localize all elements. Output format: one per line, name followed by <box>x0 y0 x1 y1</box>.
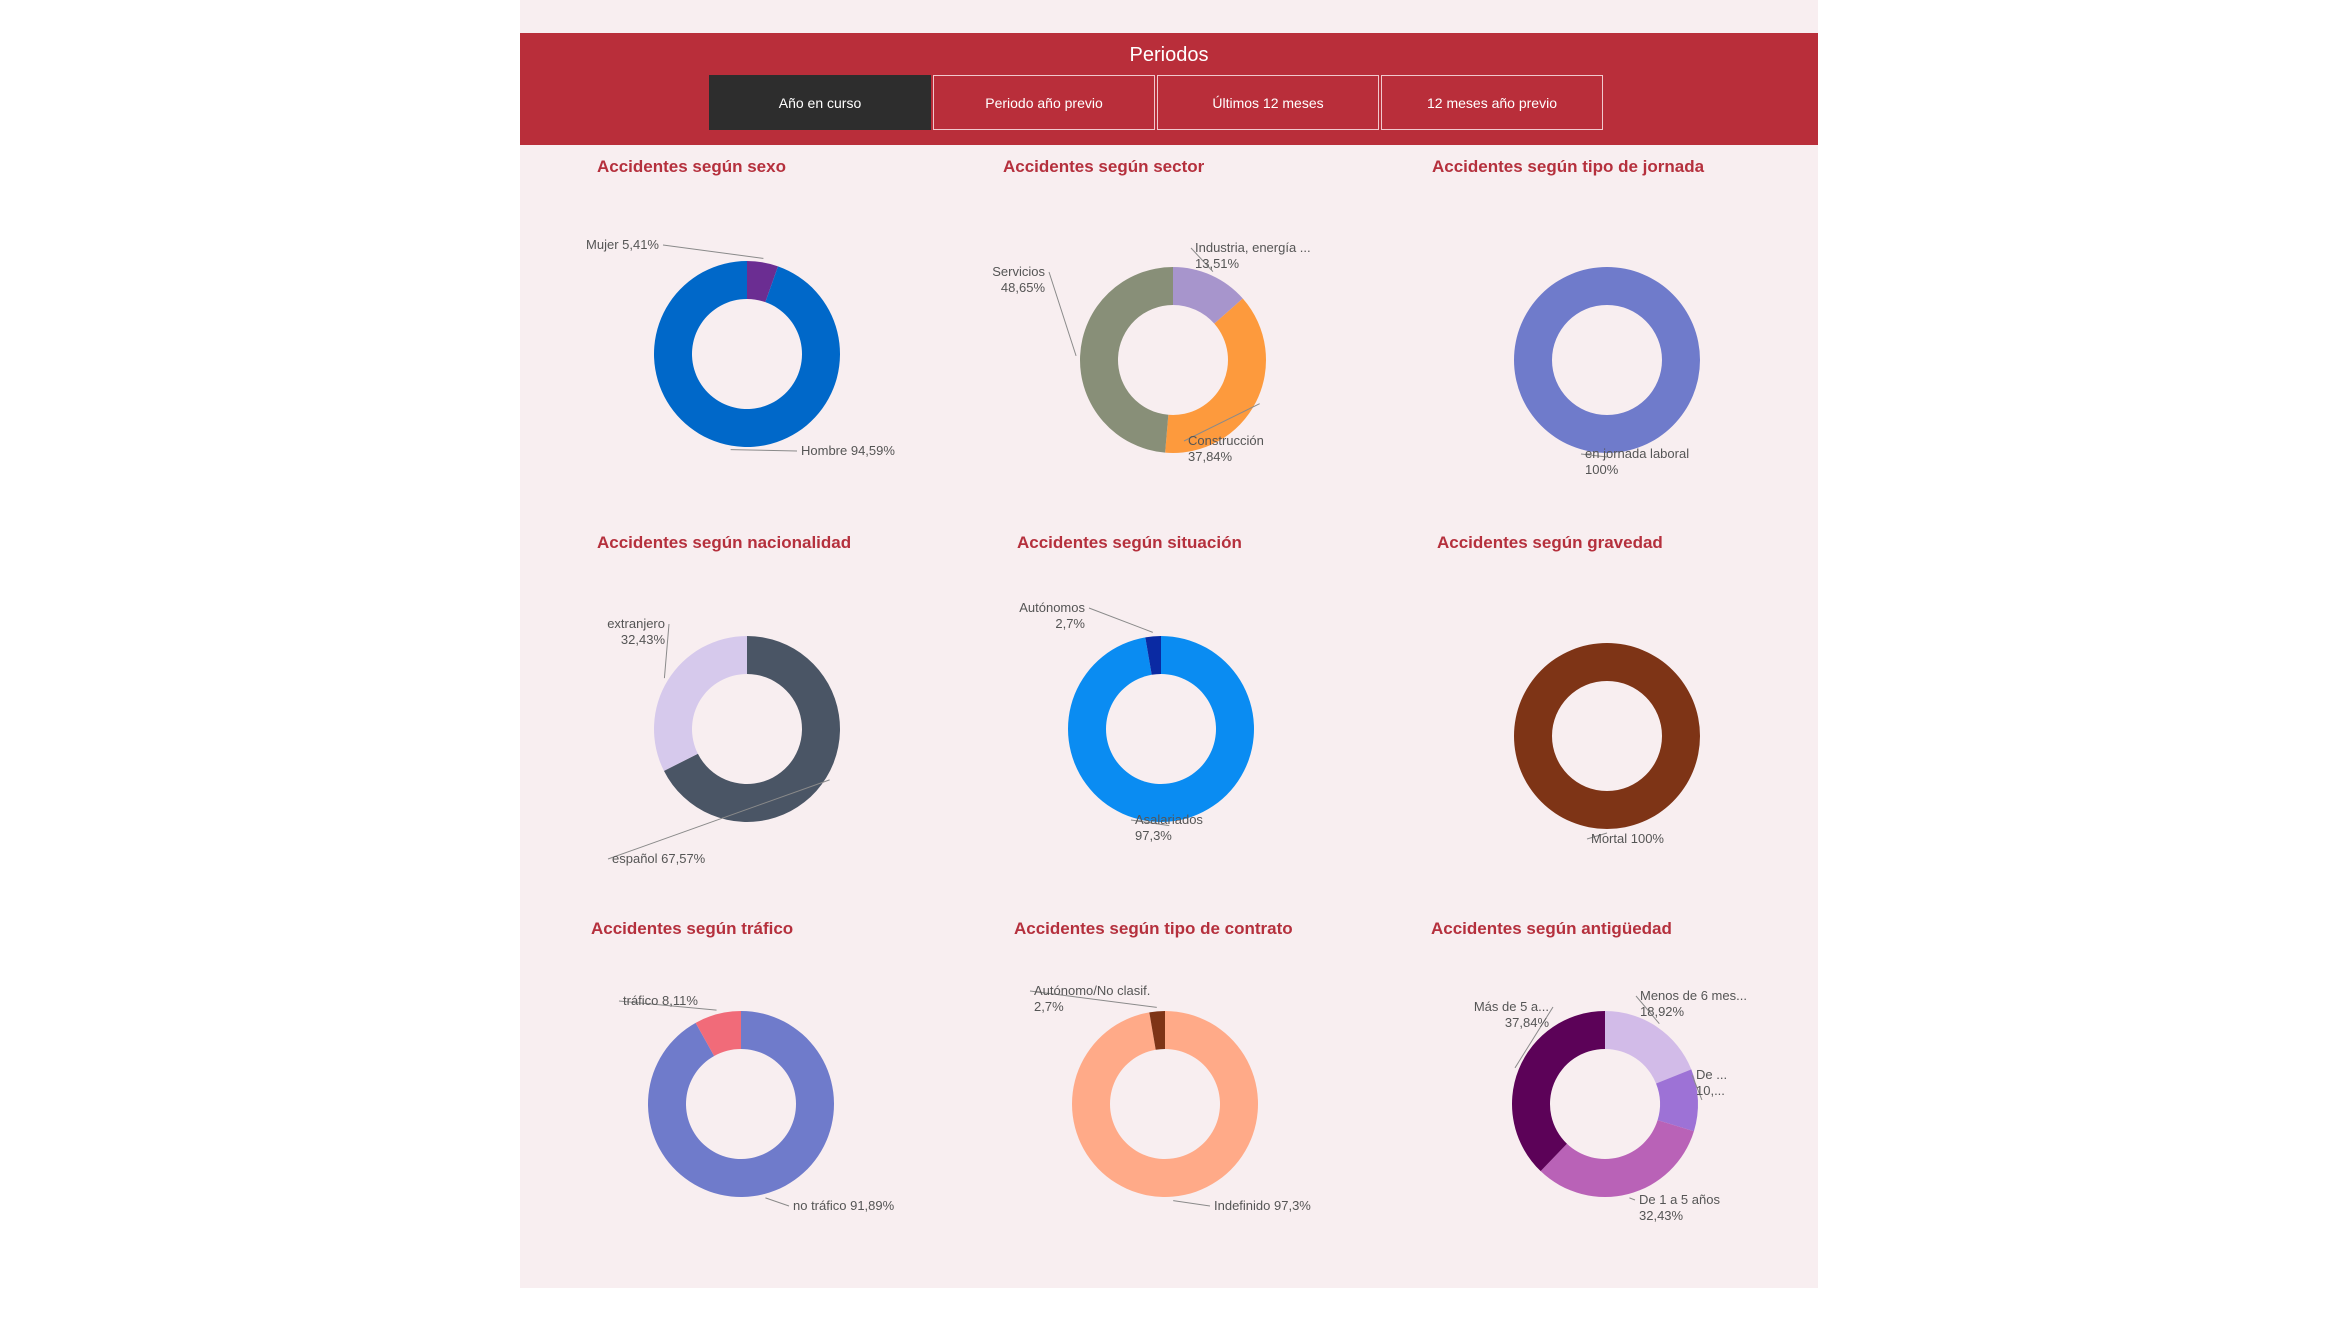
tab-ultimos-12-meses[interactable]: Últimos 12 meses <box>1157 75 1379 130</box>
donut-chart: Menos de 6 mes... 18,92% De ... 10,... De 1 … <box>1474 988 1747 1223</box>
data-label: Servicios 48,65% <box>992 264 1045 295</box>
leader-line <box>1629 1197 1636 1201</box>
data-label: Indefinido 97,3% <box>1214 1198 1311 1213</box>
slice-mortal[interactable] <box>1514 643 1700 829</box>
slice-no-trafico[interactable] <box>648 1011 834 1197</box>
slice-espanol[interactable] <box>663 636 840 822</box>
leader-line <box>662 244 764 259</box>
chart-nacionalidad: Accidentes según nacionalidad español 67… <box>597 533 1017 903</box>
chart-title: Accidentes según tráfico <box>591 919 794 938</box>
data-label: Autónomo/No clasif. 2,7% <box>1034 983 1150 1014</box>
donut-chart: español 67,57% extranjero 32,43% <box>607 616 840 866</box>
leader-line <box>1586 832 1608 840</box>
slice-menos-de-6-mes[interactable] <box>1605 1011 1692 1084</box>
slice-servicios[interactable] <box>1079 267 1173 453</box>
donut-chart: Mujer 5,41% Hombre 94,59% <box>586 237 895 458</box>
leader-line <box>1190 247 1214 272</box>
data-label: no tráfico 91,89% <box>793 1198 895 1213</box>
leader-line <box>1183 403 1260 442</box>
slice-en-jornada-laboral[interactable] <box>1514 267 1700 453</box>
data-label: De 1 a 5 años 32,43% <box>1639 1192 1720 1223</box>
chart-title: Accidentes según sexo <box>597 157 786 176</box>
leader-line <box>1580 453 1608 458</box>
leader-line <box>765 1197 790 1207</box>
chart-title: Accidentes según nacionalidad <box>597 533 852 552</box>
slice-trafico[interactable] <box>695 1011 741 1056</box>
leader-line <box>1514 1006 1554 1069</box>
data-label: Autónomos 2,7% <box>1019 600 1085 631</box>
slice-construccion[interactable] <box>1165 298 1266 454</box>
data-label: Mujer 5,41% <box>586 237 659 252</box>
chart-tipo-jornada: Accidentes según tipo de jornada en jorn… <box>1432 157 1852 527</box>
chart-trafico: Accidentes según tráfico no tráfico 91,8… <box>591 919 1011 1289</box>
leader-line <box>730 449 798 452</box>
data-label: español 67,57% <box>612 851 706 866</box>
slice-mas-de-5-a[interactable] <box>1512 1011 1605 1172</box>
leader-line <box>1635 995 1660 1024</box>
leader-line <box>1088 607 1153 633</box>
slice-mujer[interactable] <box>747 261 779 303</box>
slice-de[interactable] <box>1656 1069 1698 1132</box>
slice-hombre[interactable] <box>654 261 840 448</box>
tab-ano-en-curso[interactable]: Año en curso <box>709 75 931 130</box>
leader-line <box>1130 819 1170 827</box>
donut-chart: en jornada laboral 100% <box>1514 267 1700 477</box>
donut-chart: Industria, energía ... 13,51% Construcción… <box>992 240 1311 464</box>
donut-chart: no tráfico 91,89% tráfico 8,11% <box>618 993 895 1213</box>
data-label: De ... 10,... <box>1696 1067 1727 1098</box>
tab-periodo-ano-previo[interactable]: Periodo año previo <box>933 75 1155 130</box>
chart-gravedad: Accidentes según gravedad Mortal 100% <box>1437 533 1857 903</box>
data-label: Industria, energía ... 13,51% <box>1195 240 1311 271</box>
leader-line <box>1173 1200 1211 1207</box>
periods-header: Periodos Año en curso Periodo año previo… <box>520 33 1818 145</box>
slice-extranjero[interactable] <box>654 636 747 771</box>
slice-autonomo-no-clasif[interactable] <box>1149 1011 1165 1050</box>
data-label: en jornada laboral 100% <box>1585 446 1689 477</box>
period-tabs: Año en curso Periodo año previo Últimos … <box>709 75 1605 132</box>
data-label: Asalariados 97,3% <box>1135 812 1203 843</box>
chart-title: Accidentes según sector <box>1003 157 1205 176</box>
slice-autonomos[interactable] <box>1145 636 1161 675</box>
chart-title: Accidentes según situación <box>1017 533 1242 552</box>
report-canvas: Periodos Año en curso Periodo año previo… <box>520 0 1818 1288</box>
periods-title: Periodos <box>1129 44 1209 66</box>
data-label: Construcción 37,84% <box>1188 433 1264 464</box>
chart-antiguedad: Accidentes según antigüedad Menos de 6 m… <box>1431 919 1851 1289</box>
leader-line <box>618 1000 717 1011</box>
chart-sector: Accidentes según sector Industria, energ… <box>992 157 1423 527</box>
chart-title: Accidentes según antigüedad <box>1431 919 1672 938</box>
data-label: Hombre 94,59% <box>801 443 895 458</box>
data-label: Mortal 100% <box>1591 831 1664 846</box>
leader-line <box>1029 990 1157 1008</box>
chart-sexo: Accidentes según sexo Mujer 5,41% Hombre … <box>586 157 1017 527</box>
chart-title: Accidentes según gravedad <box>1437 533 1663 552</box>
leader-line <box>607 779 830 860</box>
data-label: Menos de 6 mes... 18,92% <box>1640 988 1747 1019</box>
slice-asalariados[interactable] <box>1068 636 1254 822</box>
leader-line <box>1691 1074 1703 1101</box>
donut-chart: Asalariados 97,3% Autónomos 2,7% <box>1019 600 1254 843</box>
donut-chart: Indefinido 97,3% Autónomo/No clasif. 2,7% <box>1029 983 1311 1213</box>
data-label: extranjero 32,43% <box>607 616 665 647</box>
leader-line <box>1048 271 1077 357</box>
data-label: tráfico 8,11% <box>623 993 698 1008</box>
chart-title: Accidentes según tipo de jornada <box>1432 157 1705 176</box>
slice-indefinido[interactable] <box>1072 1011 1258 1197</box>
slice-industria-energia[interactable] <box>1173 267 1243 324</box>
tab-12-meses-ano-previo[interactable]: 12 meses año previo <box>1381 75 1603 130</box>
leader-line <box>663 623 670 679</box>
slice-de-1-a-5-anos[interactable] <box>1540 1120 1694 1197</box>
donut-chart: Mortal 100% <box>1514 643 1700 846</box>
chart-situacion: Accidentes según situación Asalariados 97… <box>1017 533 1437 903</box>
chart-title: Accidentes según tipo de contrato <box>1014 919 1293 938</box>
data-label: Más de 5 a... 37,84% <box>1474 999 1550 1030</box>
chart-tipo-contrato: Accidentes según tipo de contrato Indefi… <box>1014 919 1434 1289</box>
